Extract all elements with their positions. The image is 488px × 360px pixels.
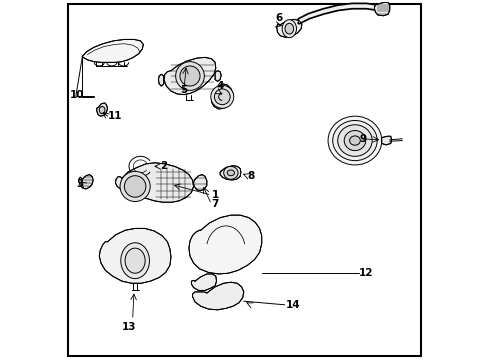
Text: 9: 9 [359, 134, 366, 144]
Text: 1: 1 [211, 190, 218, 200]
Ellipse shape [175, 62, 204, 90]
Ellipse shape [210, 85, 233, 108]
Polygon shape [276, 19, 301, 37]
Polygon shape [211, 84, 233, 109]
Text: 12: 12 [359, 267, 373, 278]
Polygon shape [192, 282, 244, 310]
Ellipse shape [282, 20, 296, 38]
Ellipse shape [227, 170, 234, 176]
Polygon shape [163, 57, 215, 95]
Ellipse shape [180, 66, 200, 86]
Text: 6: 6 [274, 13, 282, 23]
Ellipse shape [327, 116, 381, 165]
Ellipse shape [349, 136, 360, 145]
Ellipse shape [121, 243, 149, 279]
Ellipse shape [337, 125, 371, 156]
Polygon shape [191, 274, 216, 291]
Polygon shape [373, 3, 389, 16]
Ellipse shape [99, 107, 105, 114]
Polygon shape [220, 166, 241, 180]
Polygon shape [158, 74, 163, 86]
Text: 11: 11 [108, 111, 122, 121]
Polygon shape [298, 4, 384, 23]
Text: 13: 13 [122, 321, 136, 332]
Polygon shape [193, 175, 206, 191]
Text: 7: 7 [211, 199, 219, 210]
Ellipse shape [120, 171, 150, 202]
Ellipse shape [214, 89, 230, 105]
Ellipse shape [285, 23, 293, 34]
Ellipse shape [332, 121, 376, 161]
Polygon shape [188, 215, 261, 274]
Polygon shape [79, 175, 93, 189]
Text: 10: 10 [69, 90, 84, 100]
Text: 5: 5 [180, 85, 187, 95]
Polygon shape [381, 136, 391, 145]
Polygon shape [115, 163, 193, 202]
Text: 4: 4 [216, 81, 224, 91]
Text: 14: 14 [285, 300, 300, 310]
Ellipse shape [344, 131, 365, 150]
Polygon shape [97, 103, 107, 116]
Text: 3: 3 [76, 179, 83, 189]
Polygon shape [99, 228, 171, 283]
Polygon shape [215, 71, 221, 81]
Text: 2: 2 [160, 161, 167, 171]
Ellipse shape [125, 248, 145, 273]
Ellipse shape [223, 166, 238, 179]
Ellipse shape [124, 176, 145, 197]
Text: 8: 8 [247, 171, 254, 181]
Polygon shape [82, 40, 143, 62]
